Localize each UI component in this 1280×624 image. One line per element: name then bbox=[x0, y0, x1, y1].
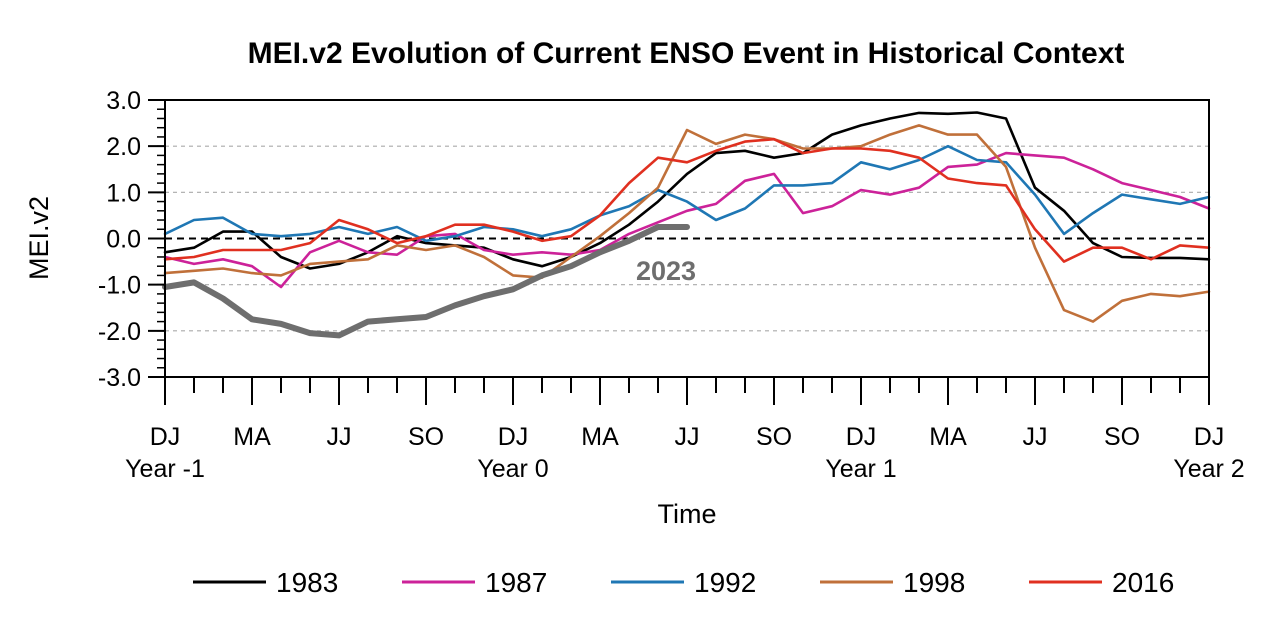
x-tick-label: SO bbox=[1104, 423, 1140, 451]
legend-label-1983: 1983 bbox=[276, 567, 338, 598]
y-tick-label: -1.0 bbox=[98, 272, 141, 300]
legend-label-1998: 1998 bbox=[903, 567, 965, 598]
series-line-1998 bbox=[163, 124, 1211, 323]
x-tick-label: SO bbox=[756, 423, 792, 451]
series-layer bbox=[162, 111, 1211, 339]
x-year-label: Year -1 bbox=[125, 455, 205, 483]
x-tick-label: JJ bbox=[675, 423, 700, 451]
x-year-label: Year 1 bbox=[825, 455, 896, 483]
y-tick-label: 3.0 bbox=[106, 87, 141, 115]
annotation-2023-label: 2023 bbox=[636, 256, 696, 286]
series-line-1992 bbox=[163, 144, 1211, 243]
legend: 1983 1987 1992 1998 2016 bbox=[193, 567, 1174, 598]
x-tick-label: DJ bbox=[846, 423, 877, 451]
x-tick-label: MA bbox=[581, 423, 619, 451]
x-tick-label: JJ bbox=[1023, 423, 1048, 451]
x-tick-label: JJ bbox=[327, 423, 352, 451]
grid-layer bbox=[165, 145, 1209, 332]
x-year-label: Year 0 bbox=[477, 455, 548, 483]
series-line-1983 bbox=[163, 111, 1211, 270]
y-tick-label: 0.0 bbox=[106, 226, 141, 254]
x-tick-label: DJ bbox=[498, 423, 529, 451]
legend-label-1992: 1992 bbox=[694, 567, 756, 598]
series-line-2016 bbox=[163, 137, 1211, 263]
x-tick-label: DJ bbox=[150, 423, 181, 451]
x-tick-label: MA bbox=[233, 423, 271, 451]
y-tick-label: -2.0 bbox=[98, 318, 141, 346]
y-axis-label: MEI.v2 bbox=[24, 196, 54, 280]
y-tick-label: 1.0 bbox=[106, 179, 141, 207]
series-line-1987 bbox=[163, 151, 1211, 289]
x-tick-label: DJ bbox=[1194, 423, 1225, 451]
tick-layer: 3.0 2.0 1.0 0.0 -1.0 -2.0 -3.0 DJ MA JJ SO DJ MA JJ SO… bbox=[98, 87, 1245, 483]
legend-label-2016: 2016 bbox=[1112, 567, 1174, 598]
y-tick-label: 2.0 bbox=[106, 133, 141, 161]
series-line-2023 bbox=[162, 224, 690, 339]
x-year-label: Year 2 bbox=[1173, 455, 1244, 483]
chart-title: MEI.v2 Evolution of Current ENSO Event i… bbox=[248, 37, 1125, 70]
y-tick-label: -3.0 bbox=[98, 364, 141, 392]
x-tick-label: SO bbox=[408, 423, 444, 451]
legend-label-1987: 1987 bbox=[485, 567, 547, 598]
x-tick-label: MA bbox=[929, 423, 967, 451]
x-axis-label: Time bbox=[658, 499, 717, 529]
